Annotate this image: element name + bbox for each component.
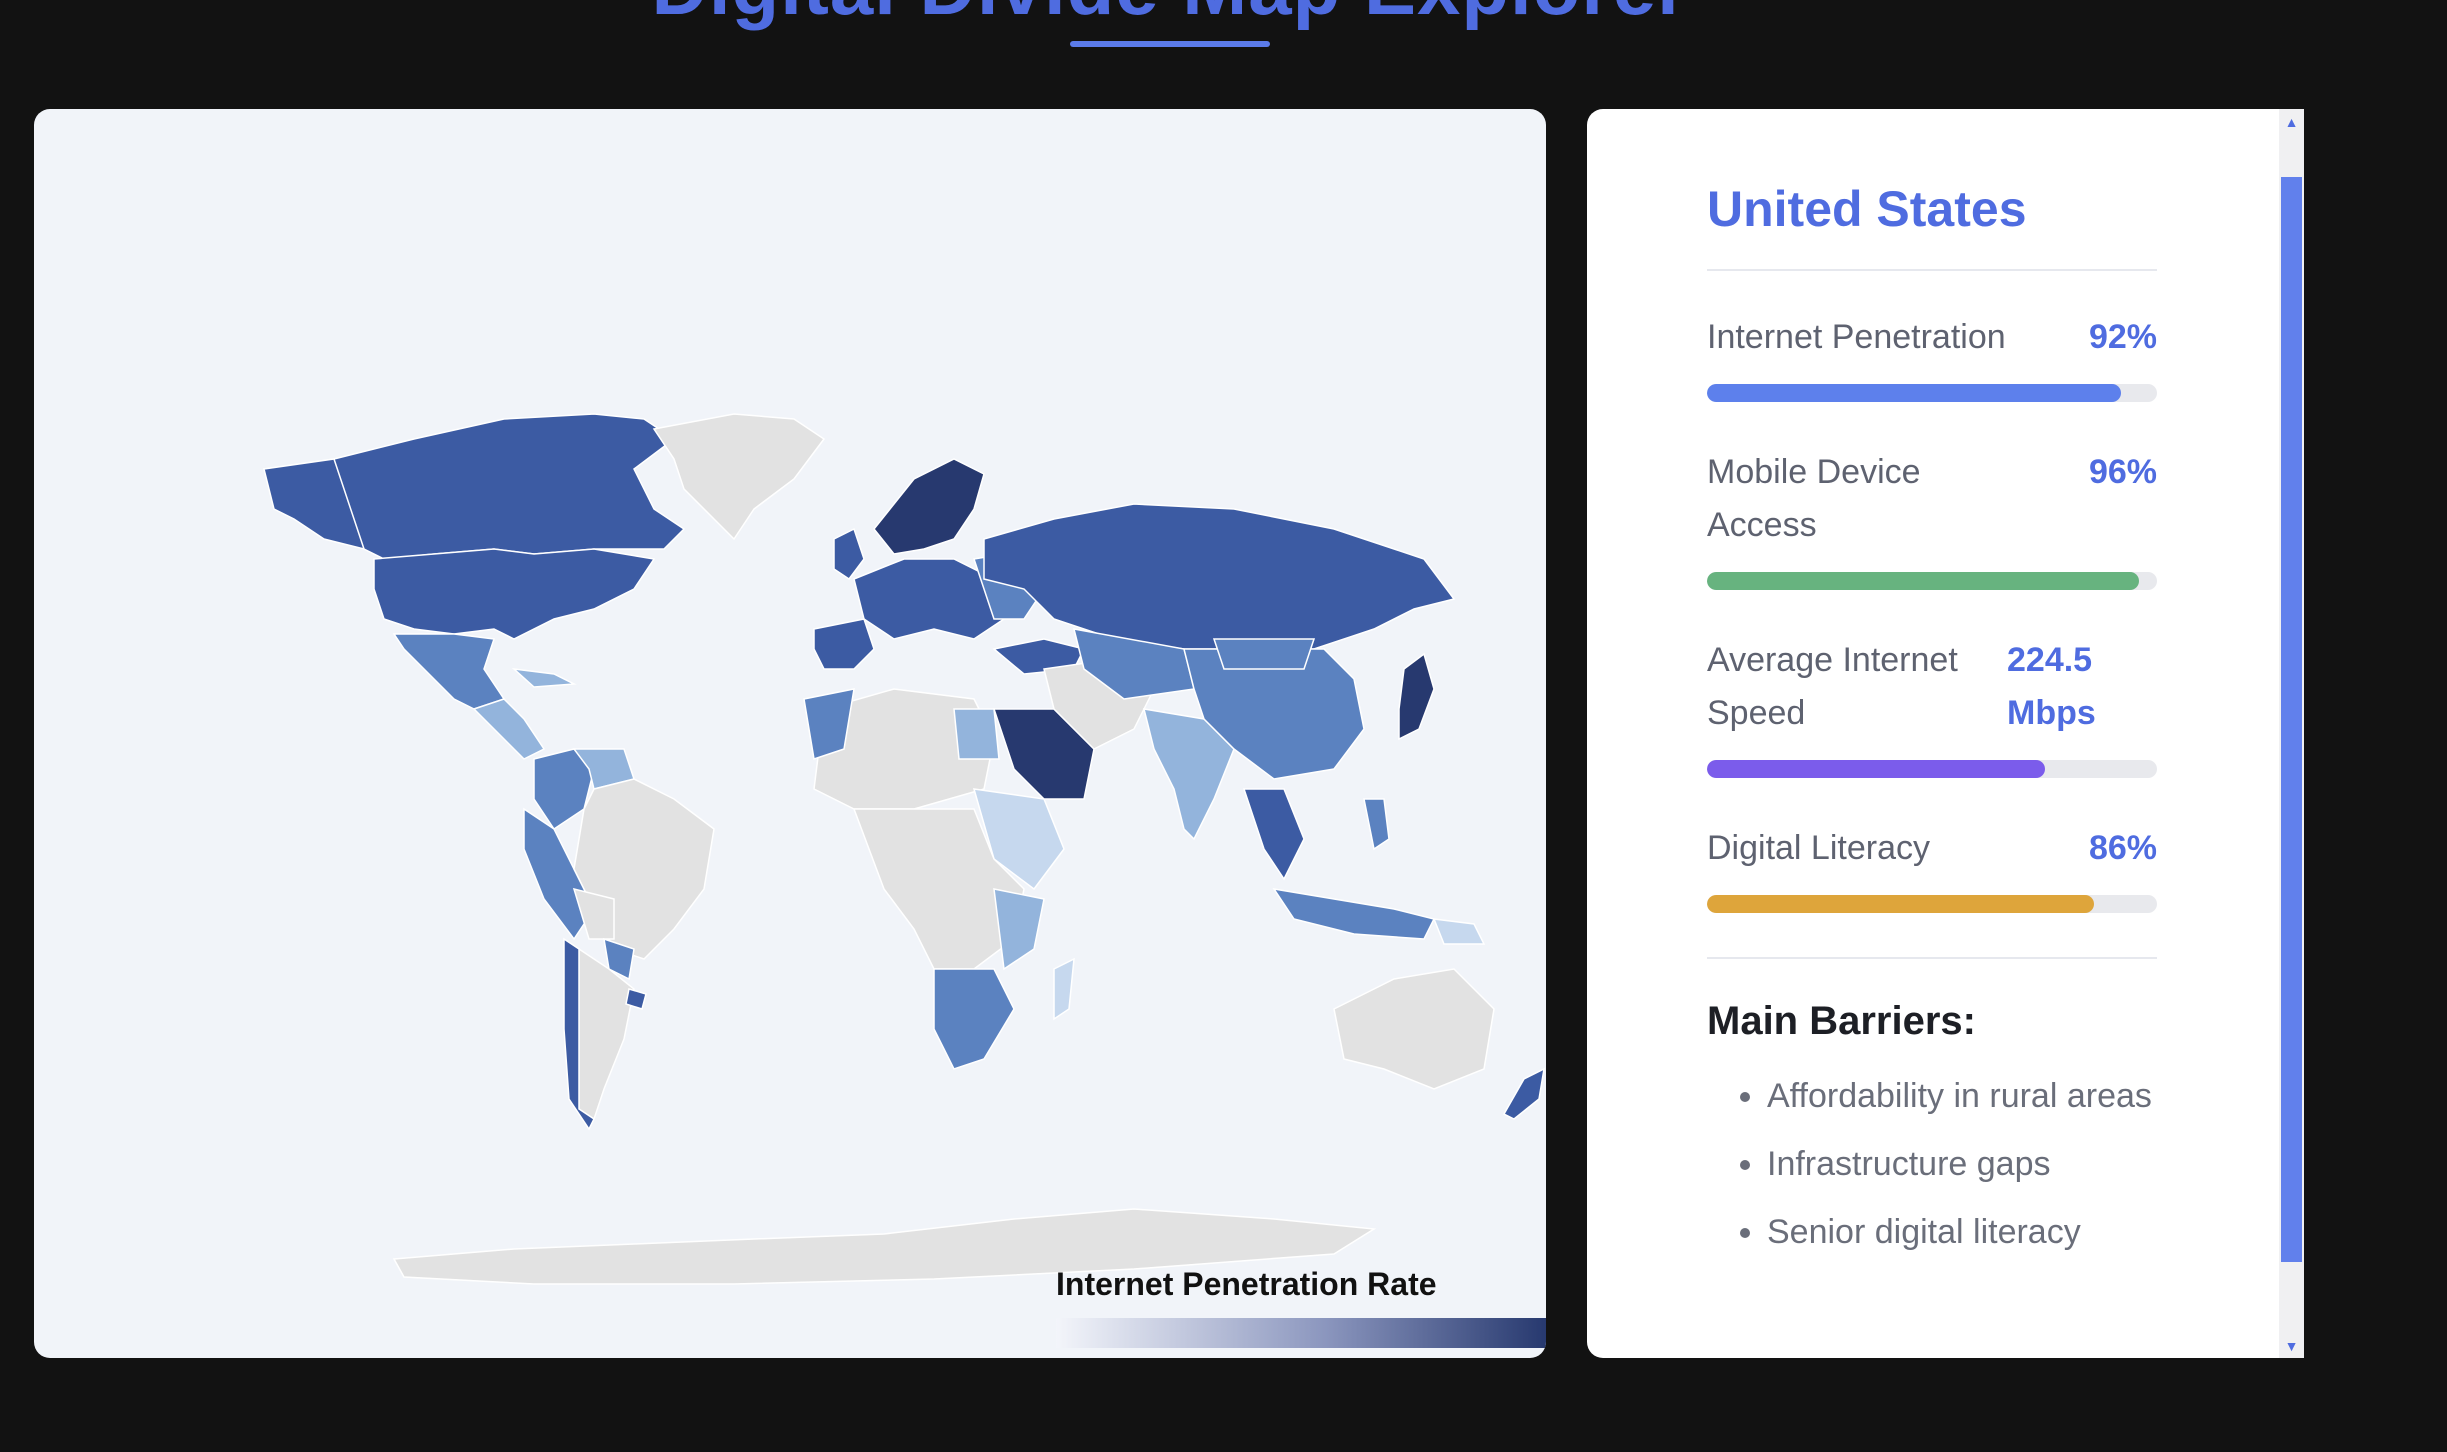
country-mongolia[interactable] [1212, 638, 1316, 670]
country-kazakhstan[interactable] [1072, 628, 1195, 700]
country-russia[interactable] [983, 503, 1456, 650]
country-north-africa[interactable] [813, 688, 995, 810]
country-madagascar[interactable] [1053, 957, 1075, 1021]
country-sahel[interactable] [972, 788, 1065, 891]
metric-internet-speed: Average Internet Speed 224.5 Mbps [1707, 634, 2157, 778]
country-united-states[interactable] [373, 548, 656, 640]
country-antarctica [392, 1208, 1377, 1285]
world-map[interactable] [34, 109, 1546, 1358]
country-paraguay[interactable] [603, 937, 635, 981]
legend-title: Internet Penetration Rate [1056, 1266, 1437, 1302]
info-panel-scrollbar[interactable]: ▲ ▼ [2279, 109, 2304, 1358]
metric-value: 224.5 Mbps [2007, 641, 2096, 732]
divider [1707, 957, 2157, 959]
progress-fill [1707, 384, 2121, 402]
metric-mobile-access: Mobile Device Access 96% [1707, 446, 2157, 590]
country-central-america[interactable] [472, 698, 546, 760]
page-title: Digital Divide Map Explorer [0, 0, 2340, 33]
scroll-thumb[interactable] [2281, 177, 2302, 1262]
progress-fill [1707, 760, 2045, 778]
country-japan[interactable] [1398, 652, 1435, 741]
country-info-panel: United States Internet Penetration 92% M… [1587, 109, 2304, 1358]
metric-digital-literacy: Digital Literacy 86% [1707, 822, 2157, 913]
progress-bar [1707, 895, 2157, 913]
progress-fill [1707, 895, 2094, 913]
scroll-down-arrow-icon[interactable]: ▼ [2284, 1337, 2299, 1354]
country-morocco[interactable] [803, 688, 855, 760]
country-australia[interactable] [1333, 968, 1495, 1090]
country-chile[interactable] [563, 937, 595, 1131]
metric-label: Digital Literacy [1707, 829, 1930, 867]
country-greenland[interactable] [652, 413, 826, 541]
country-alaska[interactable] [263, 458, 366, 551]
country-uruguay[interactable] [625, 988, 647, 1010]
country-iberia[interactable] [813, 618, 875, 670]
scroll-up-arrow-icon[interactable]: ▲ [2284, 113, 2299, 130]
country-uk[interactable] [833, 527, 865, 581]
country-scandinavia[interactable] [873, 458, 985, 555]
progress-bar [1707, 572, 2157, 590]
country-name: United States [1707, 181, 2027, 237]
title-underline [1070, 41, 1270, 47]
barrier-item: Senior digital literacy [1767, 1206, 2157, 1258]
country-indonesia[interactable] [1272, 887, 1436, 940]
progress-fill [1707, 572, 2139, 590]
country-bolivia[interactable] [572, 887, 615, 940]
country-egypt[interactable] [953, 708, 1000, 760]
progress-bar [1707, 384, 2157, 402]
country-southeast-asia[interactable] [1242, 788, 1305, 881]
country-central-africa[interactable] [852, 808, 1025, 970]
barrier-item: Infrastructure gaps [1767, 1138, 2157, 1190]
country-papua[interactable] [1432, 918, 1486, 945]
metric-value: 86% [2088, 829, 2157, 867]
map-panel: Internet Penetration Rate [34, 109, 1546, 1358]
country-turkey[interactable] [992, 638, 1086, 675]
country-east-africa[interactable] [993, 888, 1045, 971]
metric-value: 92% [2088, 318, 2157, 356]
metric-value: 96% [2088, 453, 2157, 491]
country-info-content: United States Internet Penetration 92% M… [1707, 179, 2157, 1274]
country-philippines[interactable] [1363, 798, 1390, 851]
country-mexico[interactable] [392, 633, 506, 710]
divider [1707, 269, 2157, 271]
progress-bar [1707, 760, 2157, 778]
country-southern-africa[interactable] [933, 968, 1015, 1070]
legend-color-scale [1056, 1318, 1546, 1348]
country-new-zealand[interactable] [1502, 1067, 1545, 1120]
metric-label: Internet Penetration [1707, 318, 2006, 356]
barrier-list: Affordability in rural areas Infrastruct… [1707, 1070, 2157, 1258]
barrier-item: Affordability in rural areas [1767, 1070, 2157, 1122]
barriers-title: Main Barriers: [1707, 999, 1976, 1043]
metric-label: Average Internet Speed [1707, 641, 1958, 732]
country-cuba[interactable] [511, 667, 577, 688]
country-western-europe[interactable] [853, 558, 1005, 640]
metric-label: Mobile Device Access [1707, 453, 1921, 544]
metric-internet-penetration: Internet Penetration 92% [1707, 311, 2157, 402]
